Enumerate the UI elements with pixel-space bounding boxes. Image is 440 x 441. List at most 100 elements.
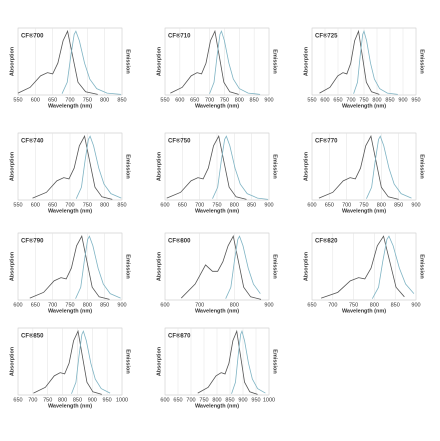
x-tick-label: 700 xyxy=(328,302,337,308)
chart-title: CF®790 xyxy=(21,238,44,245)
x-axis-label: Wavelength (nm) xyxy=(195,403,239,409)
y2-axis-label: Emission xyxy=(272,254,278,279)
x-tick-label: 700 xyxy=(195,202,204,208)
x-tick-label: 700 xyxy=(342,202,351,208)
x-tick-label: 600 xyxy=(160,202,169,208)
x-tick-label: 650 xyxy=(31,302,40,308)
x-tick-label: 850 xyxy=(247,202,256,208)
y2-axis-label: Emission xyxy=(419,254,425,279)
y2-axis-label: Emission xyxy=(125,254,131,279)
x-tick-label: 800 xyxy=(212,397,221,403)
y2-axis-label: Emission xyxy=(125,49,131,74)
absorption-line xyxy=(32,135,113,200)
x-tick-label: 800 xyxy=(58,397,67,403)
x-tick-label: 850 xyxy=(117,97,126,103)
chart-title: CF®725 xyxy=(315,33,338,40)
x-axis-label: Wavelength (nm) xyxy=(342,308,386,314)
chart-title: CF®820 xyxy=(315,238,338,245)
x-tick-label: 750 xyxy=(359,202,368,208)
x-tick-label: 600 xyxy=(13,302,22,308)
x-axis-label: Wavelength (nm) xyxy=(342,208,386,214)
x-axis-label: Wavelength (nm) xyxy=(48,403,92,409)
x-tick-label: 600 xyxy=(31,202,40,208)
x-tick-label: 650 xyxy=(178,202,187,208)
chart-title: CF®850 xyxy=(21,333,44,340)
x-tick-label: 800 xyxy=(230,302,239,308)
x-tick-label: 900 xyxy=(264,302,273,308)
y2-axis-label: Emission xyxy=(125,349,131,374)
x-tick-label: 950 xyxy=(411,97,420,103)
x-tick-label: 900 xyxy=(264,202,273,208)
x-tick-label: 750 xyxy=(349,302,358,308)
chart-title: CF®740 xyxy=(21,138,44,145)
x-tick-label: 600 xyxy=(175,97,184,103)
absorption-line xyxy=(29,235,110,300)
y2-axis-label: Emission xyxy=(419,49,425,74)
y-axis-label: Absorption xyxy=(156,251,162,281)
x-tick-label: 750 xyxy=(83,202,92,208)
chart-title: CF®770 xyxy=(315,138,338,145)
x-tick-label: 700 xyxy=(205,97,214,103)
emission-line xyxy=(371,235,415,299)
x-tick-label: 750 xyxy=(212,202,221,208)
y-axis-label: Absorption xyxy=(9,251,15,281)
emission-line xyxy=(231,329,266,394)
absorption-line xyxy=(181,235,262,300)
x-tick-label: 650 xyxy=(173,397,182,403)
x-tick-label: 900 xyxy=(264,97,273,103)
x-tick-label: 600 xyxy=(320,97,329,103)
x-tick-label: 700 xyxy=(346,97,355,103)
x-tick-label: 900 xyxy=(117,302,126,308)
absorption-line xyxy=(17,29,98,95)
x-tick-label: 750 xyxy=(359,97,368,103)
y-axis-label: Absorption xyxy=(9,346,15,376)
x-tick-label: 800 xyxy=(235,97,244,103)
emission-line xyxy=(209,30,261,95)
x-tick-label: 850 xyxy=(394,202,403,208)
x-tick-label: 900 xyxy=(88,397,97,403)
absorption-line xyxy=(319,29,380,95)
x-tick-label: 650 xyxy=(325,202,334,208)
chart-title: CF®700 xyxy=(21,33,44,40)
x-tick-label: 650 xyxy=(48,97,57,103)
chart-title: CF®750 xyxy=(168,138,191,145)
y-axis-label: Absorption xyxy=(303,46,309,76)
x-tick-label: 850 xyxy=(73,397,82,403)
absorption-line xyxy=(170,29,239,95)
x-tick-label: 800 xyxy=(83,302,92,308)
x-tick-label: 700 xyxy=(65,97,74,103)
y-axis-label: Absorption xyxy=(9,151,15,181)
x-tick-label: 750 xyxy=(83,97,92,103)
x-tick-label: 800 xyxy=(372,97,381,103)
x-tick-label: 900 xyxy=(411,202,420,208)
x-tick-label: 700 xyxy=(65,202,74,208)
emission-line xyxy=(353,29,398,95)
absorption-line xyxy=(166,135,247,200)
x-tick-label: 900 xyxy=(411,302,420,308)
emission-line xyxy=(225,235,261,299)
x-tick-label: 800 xyxy=(230,202,239,208)
x-tick-label: 950 xyxy=(103,397,112,403)
y-axis-label: Absorption xyxy=(156,151,162,181)
chart-title: CF®870 xyxy=(168,333,191,340)
absorption-line xyxy=(321,235,405,299)
x-tick-label: 1000 xyxy=(116,397,128,403)
x-tick-label: 750 xyxy=(199,397,208,403)
x-axis-label: Wavelength (nm) xyxy=(48,103,92,109)
absorption-line xyxy=(33,329,102,395)
x-tick-label: 800 xyxy=(100,202,109,208)
x-tick-label: 550 xyxy=(307,97,316,103)
x-axis-label: Wavelength (nm) xyxy=(195,208,239,214)
y-axis-label: Absorption xyxy=(9,46,15,76)
x-tick-label: 700 xyxy=(186,397,195,403)
x-tick-label: 850 xyxy=(250,97,259,103)
y2-axis-label: Emission xyxy=(272,349,278,374)
x-tick-label: 650 xyxy=(190,97,199,103)
y2-axis-label: Emission xyxy=(272,154,278,179)
y-axis-label: Absorption xyxy=(303,151,309,181)
y-axis-label: Absorption xyxy=(303,251,309,281)
emission-line xyxy=(75,235,121,299)
x-tick-label: 850 xyxy=(100,302,109,308)
x-tick-label: 750 xyxy=(43,397,52,403)
